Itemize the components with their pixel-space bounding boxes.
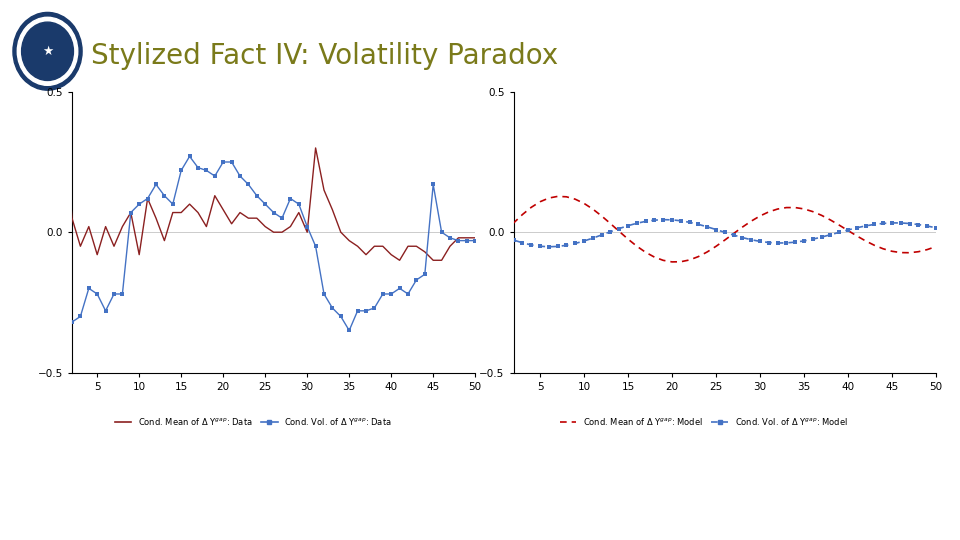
Text: ★: ★ — [42, 45, 53, 58]
Legend: Cond. Mean of $\Delta$ Y$^{gap}$: Model, Cond. Vol. of $\Delta$ Y$^{gap}$: Model: Cond. Mean of $\Delta$ Y$^{gap}$: Model,… — [557, 413, 851, 430]
Text: Data: Data — [204, 481, 248, 499]
Text: 22: 22 — [922, 525, 936, 536]
Circle shape — [21, 22, 73, 80]
Circle shape — [12, 12, 82, 90]
Circle shape — [17, 17, 78, 85]
Text: Simulation: Simulation — [648, 481, 749, 499]
Legend: Cond. Mean of $\Delta$ Y$^{gap}$: Data, Cond. Vol. of $\Delta$ Y$^{gap}$: Data: Cond. Mean of $\Delta$ Y$^{gap}$: Data, … — [111, 413, 396, 430]
Text: Stylized Fact IV: Volatility Paradox: Stylized Fact IV: Volatility Paradox — [91, 42, 559, 70]
